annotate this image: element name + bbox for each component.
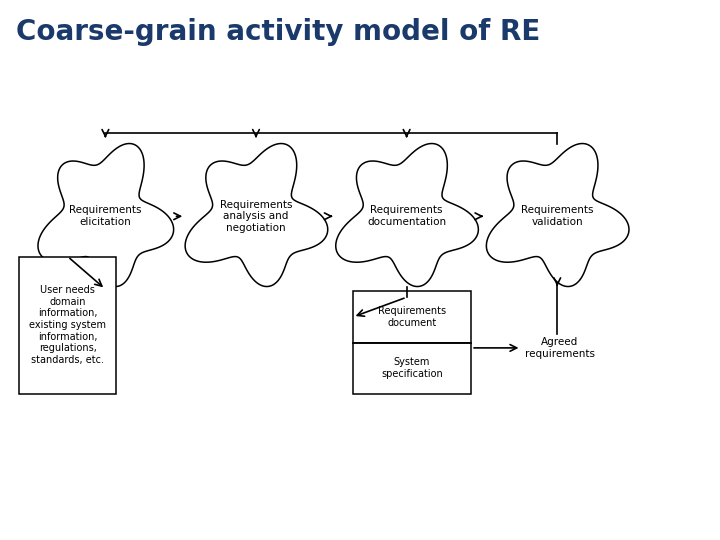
- Text: Requirements
elicitation: Requirements elicitation: [69, 206, 142, 227]
- Polygon shape: [185, 144, 328, 287]
- Polygon shape: [487, 144, 629, 287]
- Bar: [353, 342, 471, 394]
- Polygon shape: [336, 144, 478, 287]
- Bar: [353, 292, 471, 342]
- Text: Requirements
validation: Requirements validation: [521, 206, 593, 227]
- Text: Requirements
analysis and
negotiation: Requirements analysis and negotiation: [220, 200, 292, 233]
- Text: User needs
domain
information,
existing system
information,
regulations,
standar: User needs domain information, existing …: [30, 285, 107, 365]
- Text: Agreed
requirements: Agreed requirements: [525, 337, 595, 359]
- Text: Coarse-grain activity model of RE: Coarse-grain activity model of RE: [16, 17, 540, 45]
- Bar: [19, 256, 116, 394]
- Text: Requirements
documentation: Requirements documentation: [367, 206, 446, 227]
- Text: System
specification: System specification: [381, 357, 443, 379]
- Polygon shape: [38, 144, 174, 287]
- Text: Requirements
document: Requirements document: [378, 306, 446, 328]
